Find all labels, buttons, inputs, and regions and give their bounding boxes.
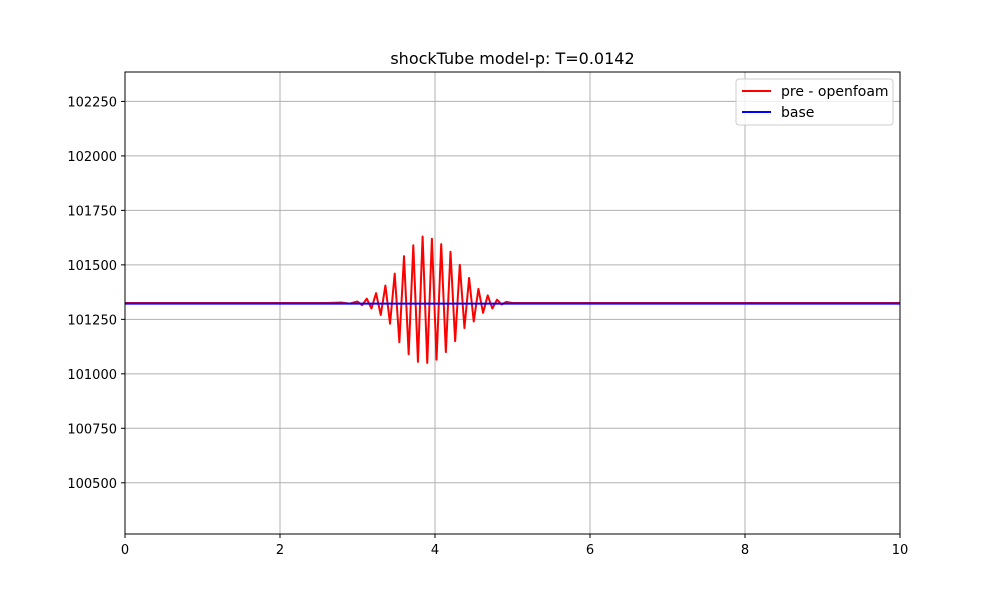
- y-tick-label: 100750: [67, 422, 117, 437]
- x-tick-label: 4: [431, 543, 439, 558]
- y-tick-label: 101000: [67, 368, 117, 383]
- series-layer: [125, 235, 900, 364]
- y-axis: 100500 100750 101000 101250 101500 101750 1020…: [67, 95, 125, 492]
- x-tick-label: 0: [121, 543, 129, 558]
- legend-box: [735, 78, 894, 126]
- y-tick-label: 102250: [67, 95, 117, 110]
- x-tick-label: 10: [892, 543, 909, 558]
- legend-label-pre-openfoam: pre - openfoam: [781, 84, 889, 100]
- x-tick-label: 2: [276, 543, 284, 558]
- chart-title: shockTube model-p: T=0.0142: [390, 49, 634, 68]
- y-tick-label: 102000: [67, 150, 117, 165]
- plot-frame: [124, 71, 901, 535]
- series-line-pre-openfoam: [125, 235, 900, 364]
- y-tick-label: 101750: [67, 204, 117, 219]
- x-tick-label: 6: [586, 543, 594, 558]
- y-tick-label: 101250: [67, 313, 117, 328]
- x-axis: 0 2 4 6 8 10: [121, 534, 908, 558]
- y-tick-label: 101500: [67, 259, 117, 274]
- y-tick-label: 100500: [67, 477, 117, 492]
- x-tick-label: 8: [741, 543, 749, 558]
- legend-label-base: base: [781, 105, 814, 121]
- legend: pre - openfoam base: [735, 78, 894, 126]
